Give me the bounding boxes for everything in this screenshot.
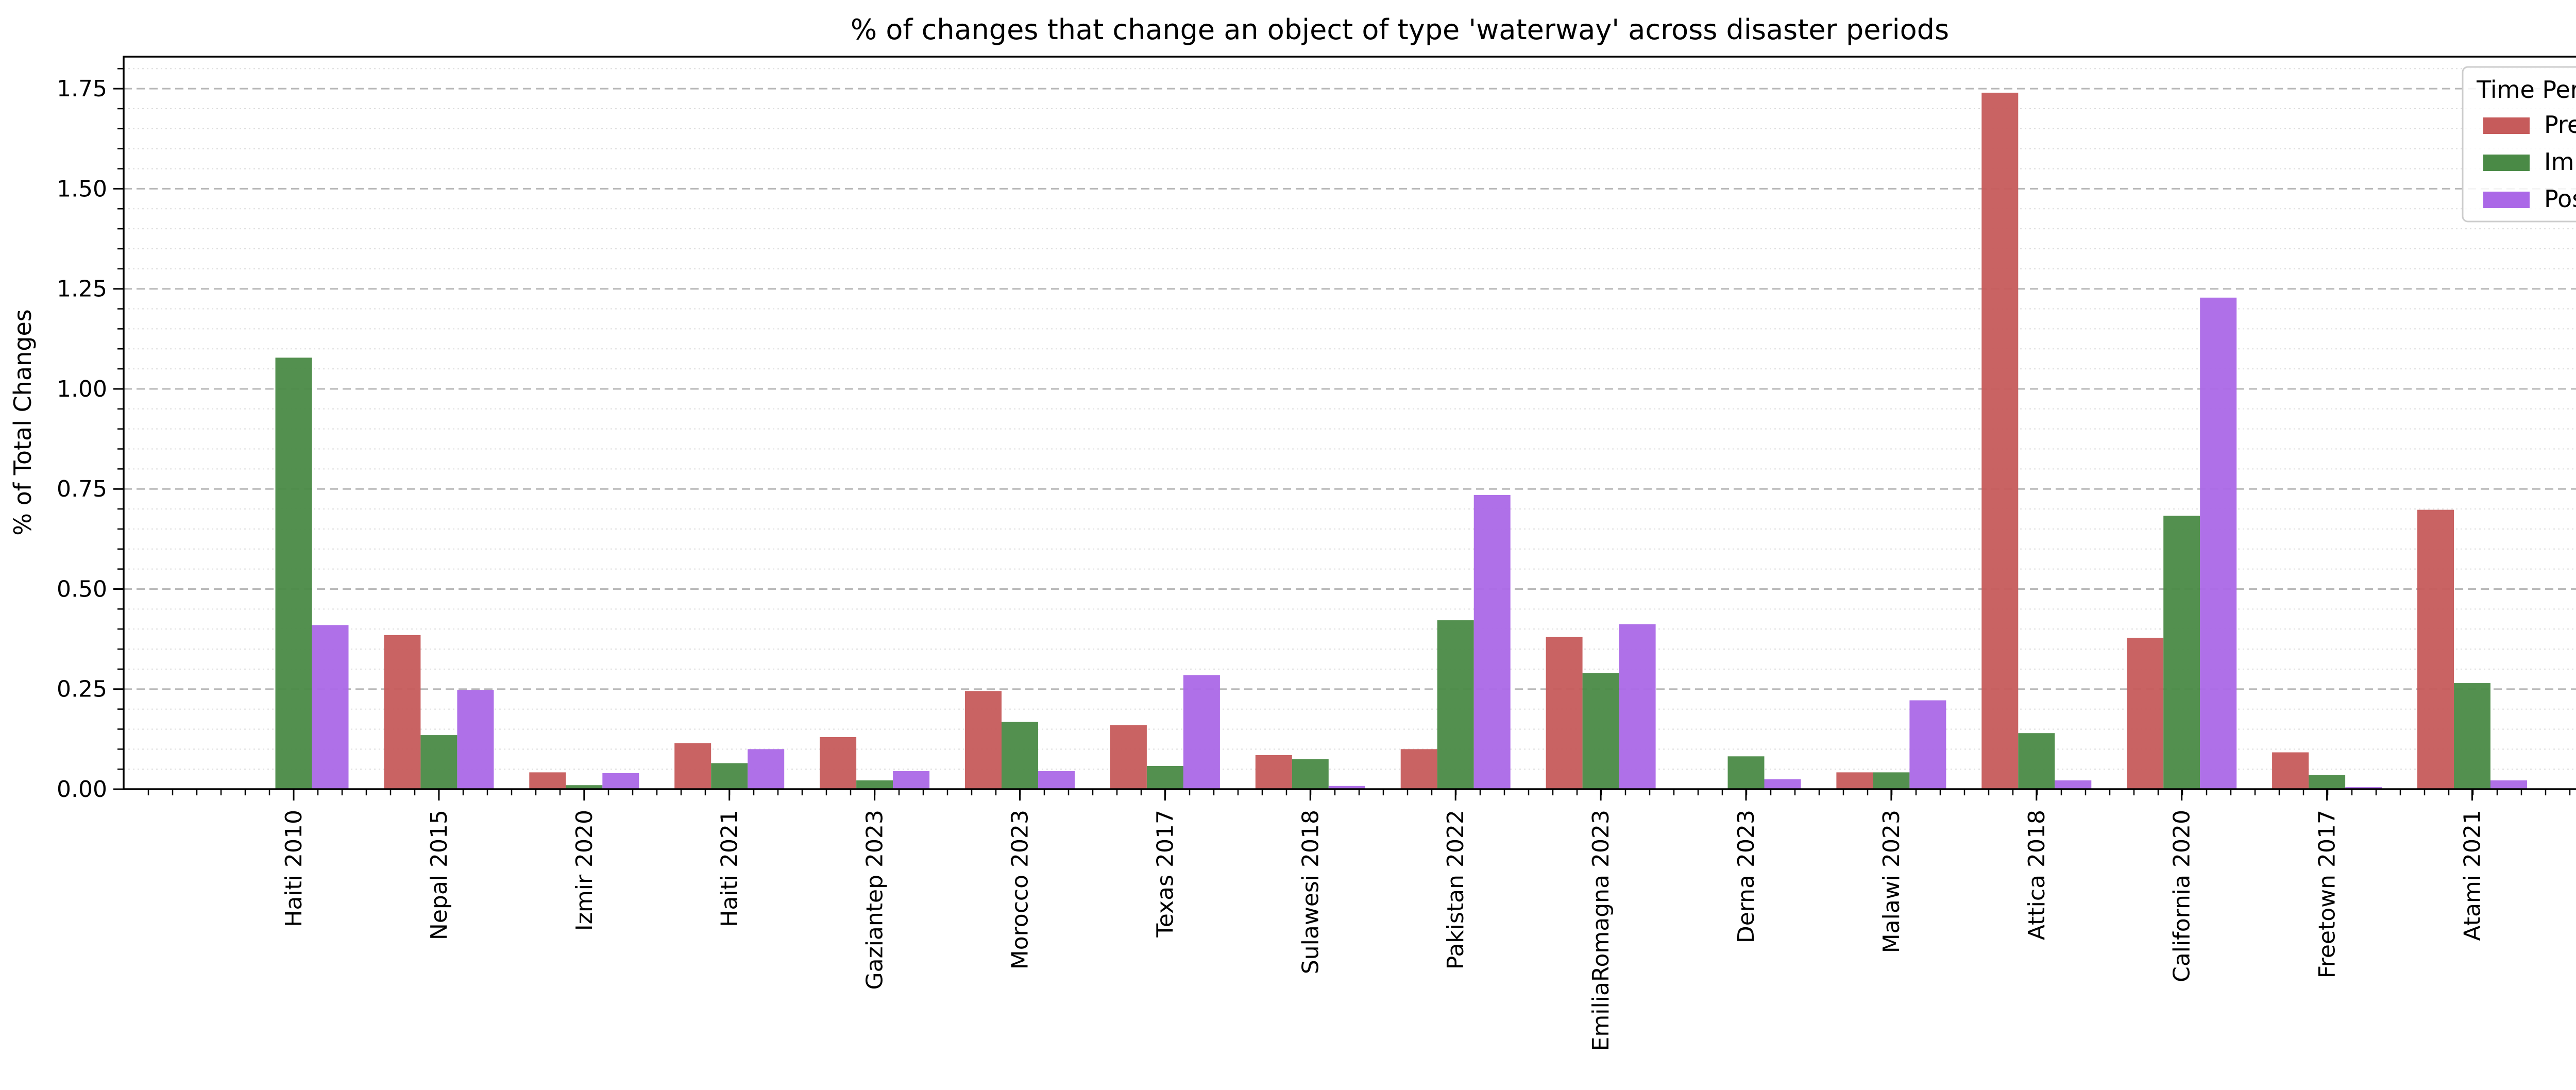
bar-imm <box>275 357 312 789</box>
x-tick-label: Sulawesi 2018 <box>1297 810 1324 974</box>
bar-post <box>312 625 349 789</box>
y-tick-label: 1.50 <box>57 176 107 202</box>
y-tick-label: 0.50 <box>57 576 107 602</box>
x-tick-label: Derna 2023 <box>1733 810 1759 943</box>
x-tick-label: Haiti 2010 <box>281 810 307 927</box>
bar-post <box>457 690 494 789</box>
legend-label-imm: Imm <box>2544 148 2576 176</box>
bar-post <box>893 771 930 789</box>
bar-pre <box>820 737 857 789</box>
legend: Time Period Pre Imm Post <box>2462 66 2576 223</box>
bar-pre <box>1110 725 1147 789</box>
bar-post <box>1473 495 1511 789</box>
bar-post <box>2055 780 2092 789</box>
legend-box <box>2462 66 2576 223</box>
bar-pre <box>2127 638 2164 789</box>
bar-post <box>1038 771 1075 789</box>
bar-pre <box>1981 92 2019 789</box>
bar-pre <box>2272 752 2309 789</box>
x-tick-label: Nepal 2015 <box>426 810 452 940</box>
bar-imm <box>2309 775 2346 789</box>
bar-post <box>2200 297 2237 789</box>
bar-post <box>2490 780 2527 789</box>
x-tick-label: EmiliaRomagna 2023 <box>1588 810 1614 1051</box>
x-tick-label: Haiti 2021 <box>717 810 743 927</box>
bar-imm <box>1437 620 1474 789</box>
bar-pre <box>1255 755 1292 789</box>
x-tick-label: Texas 2017 <box>1152 810 1178 938</box>
legend-label-pre: Pre <box>2544 111 2576 139</box>
bar-imm <box>711 763 748 789</box>
bar-imm <box>1582 673 1619 789</box>
plot-frame <box>123 56 2576 790</box>
y-axis-label: % of Total Changes <box>9 309 37 535</box>
bars <box>275 92 2527 789</box>
axes: 0.00 0.25 0.50 0.75 1.00 1.25 1.50 1.75 Haiti 20… <box>57 56 2576 1051</box>
y-tick-label: 0.25 <box>57 676 107 703</box>
bar-post <box>2345 787 2382 789</box>
bar-imm <box>566 785 603 789</box>
bar-imm <box>2163 516 2200 789</box>
y-tick-label: 0.75 <box>57 476 107 502</box>
bar-pre <box>1546 637 1583 789</box>
x-tick-label: Freetown 2017 <box>2314 810 2341 978</box>
legend-swatch-post <box>2483 192 2530 208</box>
bar-imm <box>2018 733 2055 789</box>
x-tick-label: Gaziantep 2023 <box>862 810 888 990</box>
legend-swatch-imm <box>2483 155 2530 171</box>
y-tick-label: 1.75 <box>57 76 107 102</box>
x-tick-label: Malawi 2023 <box>1878 810 1905 953</box>
x-tick-label: Izmir 2020 <box>571 810 598 931</box>
bar-imm <box>1146 765 1183 789</box>
legend-label-post: Post <box>2544 185 2576 213</box>
bar-pre <box>674 743 711 789</box>
bar-post <box>1619 624 1656 789</box>
bar-imm <box>1727 756 1765 789</box>
legend-title: Time Period <box>2476 76 2576 104</box>
bar-pre <box>529 772 566 789</box>
bar-post <box>602 773 639 789</box>
bar-pre <box>1400 749 1437 789</box>
bar-pre <box>384 635 421 789</box>
bar-imm <box>420 735 457 789</box>
y-tick-label: 1.25 <box>57 276 107 302</box>
legend-swatch-pre <box>2483 117 2530 134</box>
bar-imm <box>1002 722 1038 789</box>
x-tick-label: California 2020 <box>2169 810 2195 982</box>
x-tick-label: Attica 2018 <box>2024 810 2050 940</box>
bar-pre <box>1836 772 1873 789</box>
y-tick-label: 0.00 <box>57 776 107 803</box>
bar-imm <box>1873 772 1910 789</box>
x-tick-label: Morocco 2023 <box>1007 810 1033 969</box>
x-tick-label: Pakistan 2022 <box>1443 810 1469 969</box>
bar-imm <box>1292 759 1329 789</box>
bar-post <box>1909 700 1946 789</box>
x-tick-label: Atami 2021 <box>2460 810 2486 941</box>
bar-post <box>1183 675 1220 789</box>
bar-post <box>748 749 785 789</box>
bar-imm <box>2454 683 2490 789</box>
bar-post <box>1328 786 1365 789</box>
bar-pre <box>965 691 1002 789</box>
chart-title: % of changes that change an object of ty… <box>851 13 1949 46</box>
bar-post <box>1764 779 1801 789</box>
bar-imm <box>856 780 893 789</box>
y-tick-label: 1.00 <box>57 376 107 402</box>
bar-pre <box>2417 509 2454 789</box>
grid-lines <box>124 68 2576 770</box>
